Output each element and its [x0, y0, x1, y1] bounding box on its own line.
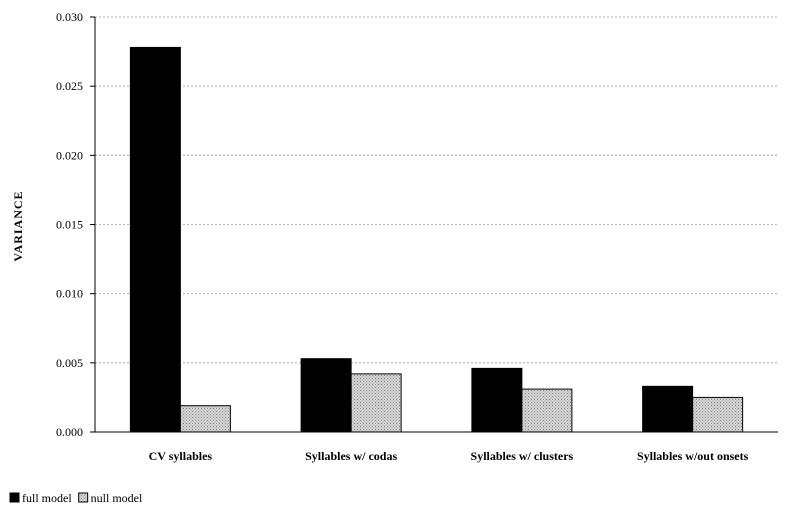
- full-model-bar: [129, 46, 181, 433]
- y-tick-label: 0.000: [56, 425, 83, 439]
- y-axis-title: VARIANCE: [11, 190, 25, 261]
- category-label: CV syllables: [149, 449, 213, 463]
- category-label: Syllables w/out onsets: [637, 449, 749, 463]
- legend-label-full-model: full model: [22, 491, 72, 505]
- y-tick-label: 0.020: [56, 148, 83, 162]
- y-tick-label: 0.025: [56, 79, 83, 93]
- null-model-bar: [692, 396, 744, 433]
- y-tick-label: 0.015: [56, 218, 83, 232]
- legend-swatch-null-model: [78, 492, 89, 503]
- y-tick-label: 0.030: [56, 10, 83, 24]
- full-model-bar: [300, 358, 352, 433]
- null-model-bar: [521, 388, 573, 433]
- legend-label-null-model: null model: [91, 491, 143, 505]
- y-tick-label: 0.010: [56, 287, 83, 301]
- full-model-bar: [642, 385, 694, 433]
- legend: full model null model: [9, 491, 143, 505]
- legend-swatch-full-model: [9, 492, 20, 503]
- category-label: Syllables w/ clusters: [471, 449, 574, 463]
- full-model-bar: [471, 367, 523, 433]
- bars: [129, 46, 744, 433]
- null-model-bar: [179, 405, 231, 433]
- null-model-bar: [350, 373, 402, 433]
- y-tick-labels: 0.000 0.005 0.010 0.015 0.020 0.025 0.030: [56, 10, 95, 439]
- y-tick-label: 0.005: [56, 356, 83, 370]
- category-labels: CV syllables Syllables w/ codas Syllables …: [149, 449, 749, 463]
- grid-lines: [95, 16, 778, 364]
- category-label: Syllables w/ codas: [305, 449, 397, 463]
